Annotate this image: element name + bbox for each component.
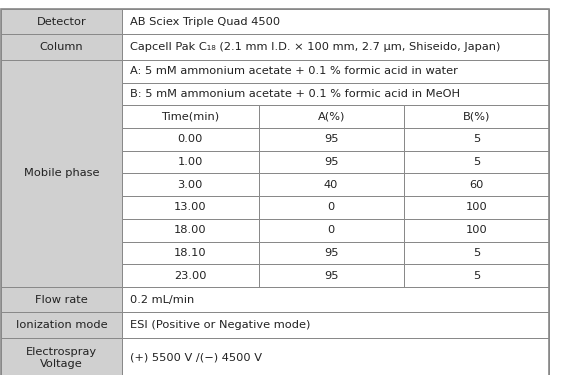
- Bar: [122, 151, 258, 174]
- Bar: [403, 105, 549, 128]
- Bar: [258, 105, 403, 128]
- Bar: [1, 287, 122, 312]
- Text: Column: Column: [40, 42, 83, 52]
- Bar: [122, 60, 549, 83]
- Text: Time(min): Time(min): [161, 112, 219, 122]
- Text: 18.10: 18.10: [174, 248, 206, 258]
- Text: B: 5 mM ammonium acetate + 0.1 % formic acid in MeOH: B: 5 mM ammonium acetate + 0.1 % formic …: [130, 89, 460, 99]
- Bar: [403, 196, 549, 219]
- Bar: [258, 174, 403, 196]
- Text: 3.00: 3.00: [177, 180, 203, 190]
- Bar: [403, 151, 549, 174]
- Text: (+) 5500 V /(−) 4500 V: (+) 5500 V /(−) 4500 V: [130, 353, 262, 363]
- Text: Mobile phase: Mobile phase: [24, 168, 99, 178]
- Bar: [1, 9, 122, 34]
- Text: 95: 95: [324, 248, 338, 258]
- Bar: [122, 287, 549, 312]
- Text: 5: 5: [473, 134, 480, 144]
- Bar: [403, 174, 549, 196]
- Bar: [122, 242, 258, 264]
- Bar: [122, 264, 258, 287]
- Text: Flow rate: Flow rate: [35, 295, 88, 304]
- Bar: [258, 242, 403, 264]
- Bar: [1, 60, 122, 287]
- Bar: [403, 242, 549, 264]
- Text: 60: 60: [469, 180, 484, 190]
- Bar: [403, 128, 549, 151]
- Bar: [1, 338, 122, 375]
- Text: 18.00: 18.00: [174, 225, 206, 235]
- Bar: [122, 174, 258, 196]
- Text: Capcell Pak C₁₈ (2.1 mm I.D. × 100 mm, 2.7 μm, Shiseido, Japan): Capcell Pak C₁₈ (2.1 mm I.D. × 100 mm, 2…: [130, 42, 501, 52]
- Text: ESI (Positive or Negative mode): ESI (Positive or Negative mode): [130, 320, 310, 330]
- Bar: [122, 219, 258, 242]
- Bar: [122, 338, 549, 375]
- Text: 40: 40: [324, 180, 338, 190]
- Bar: [258, 128, 403, 151]
- Bar: [1, 312, 122, 338]
- Text: 0.2 mL/min: 0.2 mL/min: [130, 295, 194, 304]
- Text: B(%): B(%): [462, 112, 490, 122]
- Text: 13.00: 13.00: [174, 202, 206, 213]
- Bar: [122, 196, 258, 219]
- Bar: [122, 34, 549, 60]
- Text: Electrospray
Voltage: Electrospray Voltage: [26, 347, 97, 369]
- Text: 5: 5: [473, 248, 480, 258]
- Bar: [258, 196, 403, 219]
- Text: A(%): A(%): [317, 112, 345, 122]
- Text: 23.00: 23.00: [174, 270, 206, 280]
- Bar: [258, 151, 403, 174]
- Text: 95: 95: [324, 270, 338, 280]
- Bar: [122, 312, 549, 338]
- Text: 95: 95: [324, 157, 338, 167]
- Text: 95: 95: [324, 134, 338, 144]
- Bar: [1, 34, 122, 60]
- Text: A: 5 mM ammonium acetate + 0.1 % formic acid in water: A: 5 mM ammonium acetate + 0.1 % formic …: [130, 66, 458, 76]
- Bar: [403, 219, 549, 242]
- Bar: [122, 128, 258, 151]
- Bar: [122, 83, 549, 105]
- Text: 100: 100: [465, 202, 487, 213]
- Text: Detector: Detector: [37, 17, 87, 27]
- Bar: [403, 264, 549, 287]
- Bar: [258, 219, 403, 242]
- Text: 0: 0: [328, 202, 335, 213]
- Text: Ionization mode: Ionization mode: [16, 320, 108, 330]
- Bar: [122, 9, 549, 34]
- Text: 1.00: 1.00: [177, 157, 203, 167]
- Bar: [122, 105, 258, 128]
- Text: 100: 100: [465, 225, 487, 235]
- Text: 0.00: 0.00: [177, 134, 203, 144]
- Text: 5: 5: [473, 157, 480, 167]
- Text: 0: 0: [328, 225, 335, 235]
- Text: 5: 5: [473, 270, 480, 280]
- Bar: [258, 264, 403, 287]
- Text: AB Sciex Triple Quad 4500: AB Sciex Triple Quad 4500: [130, 17, 280, 27]
